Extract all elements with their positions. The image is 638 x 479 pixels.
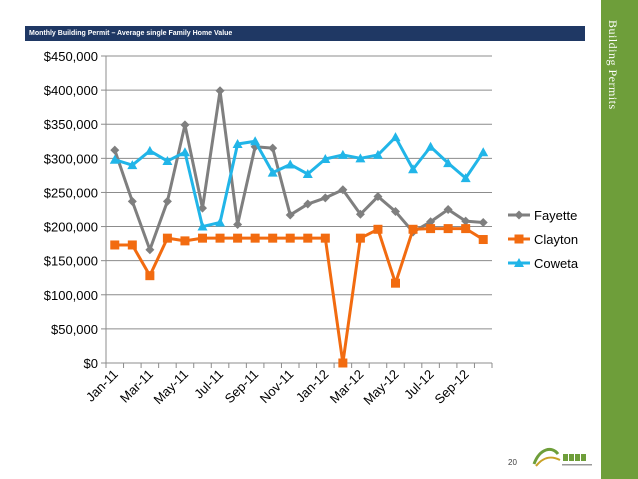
- series-line-coweta: [114, 135, 485, 229]
- data-point-coweta: [460, 173, 471, 183]
- data-point-fayette: [215, 86, 225, 96]
- legend-marker-coweta: [514, 258, 524, 267]
- y-tick-label: $300,000: [44, 151, 98, 166]
- data-point-clayton: [426, 224, 436, 234]
- data-point-fayette: [443, 205, 453, 214]
- data-point-clayton: [110, 240, 120, 250]
- data-point-coweta: [285, 159, 296, 169]
- data-point-clayton: [391, 278, 400, 288]
- page-number: 20: [508, 458, 517, 467]
- x-tick-label: Sep-11: [222, 367, 262, 407]
- data-point-coweta: [127, 160, 138, 170]
- data-point-clayton: [215, 233, 225, 243]
- data-point-clayton: [180, 236, 190, 246]
- data-point-coweta: [267, 167, 278, 177]
- data-point-clayton: [268, 233, 278, 243]
- data-point-coweta: [197, 221, 208, 231]
- data-point-coweta: [425, 141, 436, 151]
- data-point-clayton: [250, 233, 260, 243]
- data-point-coweta: [302, 169, 313, 179]
- y-tick-label: $400,000: [44, 83, 98, 98]
- data-point-clayton: [145, 271, 155, 281]
- y-tick-label: $100,000: [44, 288, 98, 303]
- data-point-fayette: [391, 207, 400, 217]
- data-point-coweta: [443, 158, 454, 168]
- series-line-fayette: [113, 89, 484, 252]
- data-point-fayette: [478, 217, 488, 227]
- data-point-clayton: [198, 233, 207, 243]
- x-tick-label: Sep-12: [432, 367, 472, 407]
- data-point-fayette: [338, 185, 348, 195]
- data-point-fayette: [426, 217, 436, 227]
- x-tick-label: May-11: [150, 367, 191, 408]
- data-point-fayette: [373, 192, 383, 202]
- side-bar: [601, 0, 638, 479]
- y-tick-label: $450,000: [44, 49, 98, 64]
- legend-label-fayette: Fayette: [534, 208, 577, 223]
- data-point-coweta: [408, 164, 419, 174]
- x-tick-label: May-12: [360, 367, 401, 408]
- data-point-coweta: [355, 153, 366, 163]
- slide-banner: Monthly Building Permit – Average single…: [25, 26, 585, 41]
- data-point-coweta: [162, 156, 173, 166]
- y-tick-label: $0: [84, 356, 98, 371]
- data-point-clayton: [408, 224, 418, 234]
- data-point-coweta: [250, 136, 261, 146]
- legend-label-coweta: Coweta: [534, 256, 579, 271]
- data-point-clayton: [233, 233, 243, 243]
- data-point-fayette: [162, 196, 172, 206]
- data-point-fayette: [355, 209, 365, 219]
- data-point-fayette: [198, 203, 207, 213]
- data-point-coweta: [372, 149, 383, 159]
- data-point-fayette: [303, 199, 313, 209]
- y-tick-label: $150,000: [44, 254, 98, 269]
- data-point-fayette: [180, 120, 190, 130]
- x-tick-label: Jan-12: [293, 367, 332, 406]
- data-point-coweta: [144, 145, 155, 155]
- data-point-clayton: [355, 233, 365, 243]
- data-point-clayton: [162, 233, 172, 243]
- data-point-fayette: [145, 245, 155, 255]
- data-point-clayton: [443, 224, 453, 234]
- data-point-fayette: [461, 216, 471, 226]
- data-point-fayette: [285, 210, 295, 220]
- x-tick-label: Jan-11: [83, 367, 121, 405]
- y-tick-label: $250,000: [44, 185, 98, 200]
- x-tick-label: Mar-12: [327, 367, 367, 407]
- data-point-fayette: [127, 196, 137, 206]
- data-point-clayton: [320, 233, 330, 243]
- legend-label-clayton: Clayton: [534, 232, 578, 247]
- x-tick-label: Mar-11: [117, 367, 156, 406]
- data-point-coweta: [232, 139, 243, 149]
- data-point-clayton: [461, 224, 471, 234]
- data-point-coweta: [337, 149, 348, 159]
- y-tick-label: $50,000: [51, 322, 98, 337]
- x-tick-label: Jul-11: [191, 367, 226, 402]
- data-point-clayton: [478, 235, 488, 245]
- legend-marker-fayette: [514, 210, 524, 220]
- legend-marker-clayton: [514, 234, 524, 244]
- data-point-clayton: [285, 233, 295, 243]
- y-tick-label: $200,000: [44, 220, 98, 235]
- data-point-coweta: [109, 154, 120, 164]
- data-point-coweta: [179, 147, 190, 157]
- data-point-coweta: [478, 147, 489, 157]
- data-point-clayton: [127, 240, 137, 250]
- series-line-clayton: [114, 227, 485, 365]
- data-point-coweta: [390, 132, 401, 142]
- data-point-fayette: [320, 193, 330, 203]
- data-point-fayette: [268, 143, 278, 153]
- x-tick-label: Nov-11: [257, 367, 297, 407]
- data-point-clayton: [303, 233, 313, 243]
- y-tick-label: $350,000: [44, 117, 98, 132]
- data-point-coweta: [320, 154, 331, 164]
- data-point-clayton: [338, 358, 348, 368]
- data-point-coweta: [215, 217, 226, 227]
- data-point-fayette: [110, 145, 120, 155]
- cdda-logo-icon: [532, 447, 592, 467]
- data-point-fayette: [233, 220, 243, 230]
- data-point-clayton: [373, 224, 383, 234]
